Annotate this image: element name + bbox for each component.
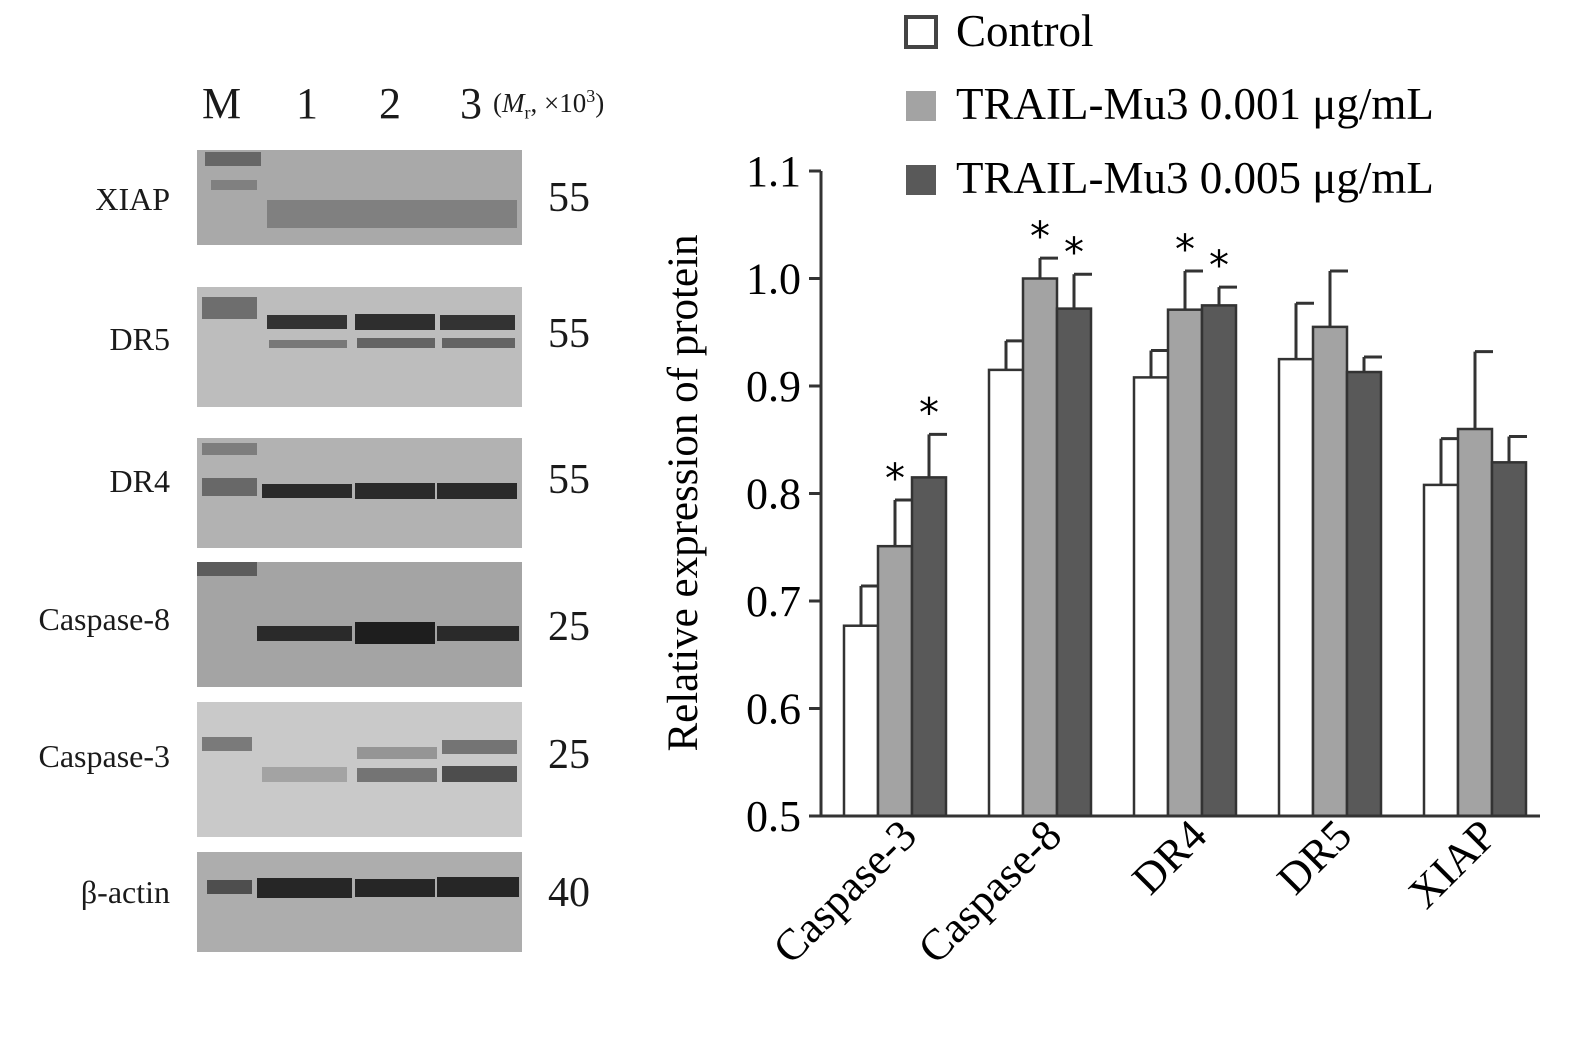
significance-asterisk: * <box>885 456 905 502</box>
western-blot-figure: M 1 2 3 (Mr, ×103) XIAP DR5 DR4 Caspase-… <box>0 0 640 1037</box>
x-tick-label-caspase-8: Caspase-8 <box>909 810 1072 973</box>
blot-mw-dr5: 55 <box>548 311 590 357</box>
bar-caspase-3-s1 <box>876 544 914 818</box>
bar-dr5-s0 <box>1277 357 1315 818</box>
legend-label-trail-0001: TRAIL-Mu3 0.001 μg/mL <box>956 79 1434 129</box>
significance-asterisk: * <box>919 390 939 436</box>
x-tick-label-dr4: DR4 <box>1123 810 1216 903</box>
bar-caspase-3-s0 <box>842 624 880 818</box>
blot-label-dr5: DR5 <box>109 321 170 357</box>
blot-panel-dr5 <box>197 287 522 407</box>
molecular-weight-unit-note: (Mr, ×103) <box>493 86 605 123</box>
lane-header-marker: M <box>202 79 242 128</box>
y-tick-label: 1.1 <box>746 147 801 196</box>
x-tick-label-xiap: XIAP <box>1399 810 1506 917</box>
lane-header-2: 2 <box>379 79 401 128</box>
blot-panel-dr4 <box>197 438 522 548</box>
bar-caspase-8-s0 <box>987 368 1025 818</box>
bar-caspase-8-s2 <box>1055 307 1093 818</box>
lane-header-3: 3 <box>460 79 482 128</box>
y-axis-label: Relative expression of protein <box>660 234 707 751</box>
bar-xiap-s1 <box>1456 427 1494 818</box>
x-tick-label-dr5: DR5 <box>1268 810 1361 903</box>
y-tick-label: 0.8 <box>746 470 801 519</box>
blot-panel-xiap <box>197 150 522 245</box>
chart-legend: Control TRAIL-Mu3 0.001 μg/mL TRAIL-Mu3 … <box>904 6 1434 203</box>
bar-dr5-s2 <box>1345 370 1383 818</box>
blot-mw-beta-actin: 40 <box>548 870 590 916</box>
blot-mw-caspase-8: 25 <box>548 604 590 650</box>
significance-asterisk: * <box>1064 230 1084 276</box>
bar-chart-svg: Control TRAIL-Mu3 0.001 μg/mL TRAIL-Mu3 … <box>660 6 1540 973</box>
bar-caspase-3-s2 <box>910 476 948 818</box>
bar-dr4-s0 <box>1132 376 1170 818</box>
lane-header-1: 1 <box>296 79 318 128</box>
blot-label-caspase-8: Caspase-8 <box>38 601 170 637</box>
blot-mw-dr4: 55 <box>548 457 590 503</box>
blot-label-dr4: DR4 <box>109 463 170 499</box>
legend-swatch-trail-0001 <box>906 91 936 121</box>
bar-xiap-s0 <box>1422 483 1460 818</box>
legend-label-trail-0005: TRAIL-Mu3 0.005 μg/mL <box>956 153 1434 203</box>
y-tick-label: 0.9 <box>746 362 801 411</box>
blot-label-beta-actin: β-actin <box>80 874 170 910</box>
y-tick-label: 1.0 <box>746 255 801 304</box>
legend-label-control: Control <box>956 6 1094 56</box>
y-tick-label: 0.5 <box>746 792 801 841</box>
bar-series: * * * * * * <box>842 214 1528 818</box>
bar-chart: Control TRAIL-Mu3 0.001 μg/mL TRAIL-Mu3 … <box>640 0 1575 1037</box>
significance-asterisk: * <box>1209 243 1229 289</box>
bar-caspase-8-s1 <box>1021 277 1059 818</box>
blot-mw-caspase-3: 25 <box>548 732 590 778</box>
legend-swatch-control <box>904 15 938 49</box>
blot-panel-caspase-3 <box>197 702 522 837</box>
y-tick-label: 0.6 <box>746 685 801 734</box>
bar-dr5-s1 <box>1311 325 1349 818</box>
significance-asterisk: * <box>1175 227 1195 273</box>
y-axis-ticks: 0.5 0.6 0.7 0.8 0.9 1.0 1.1 <box>746 147 821 841</box>
bar-dr4-s1 <box>1166 308 1204 818</box>
legend-swatch-trail-0005 <box>906 165 936 195</box>
y-tick-label: 0.7 <box>746 577 801 626</box>
blot-panel-caspase-8 <box>197 562 522 687</box>
blot-mw-xiap: 55 <box>548 175 590 221</box>
blot-panel-beta-actin <box>197 852 522 952</box>
bar-xiap-s2 <box>1490 461 1528 818</box>
blot-label-xiap: XIAP <box>95 181 170 217</box>
significance-asterisk: * <box>1030 214 1050 260</box>
bar-dr4-s2 <box>1200 304 1238 818</box>
blot-label-caspase-3: Caspase-3 <box>38 738 170 774</box>
